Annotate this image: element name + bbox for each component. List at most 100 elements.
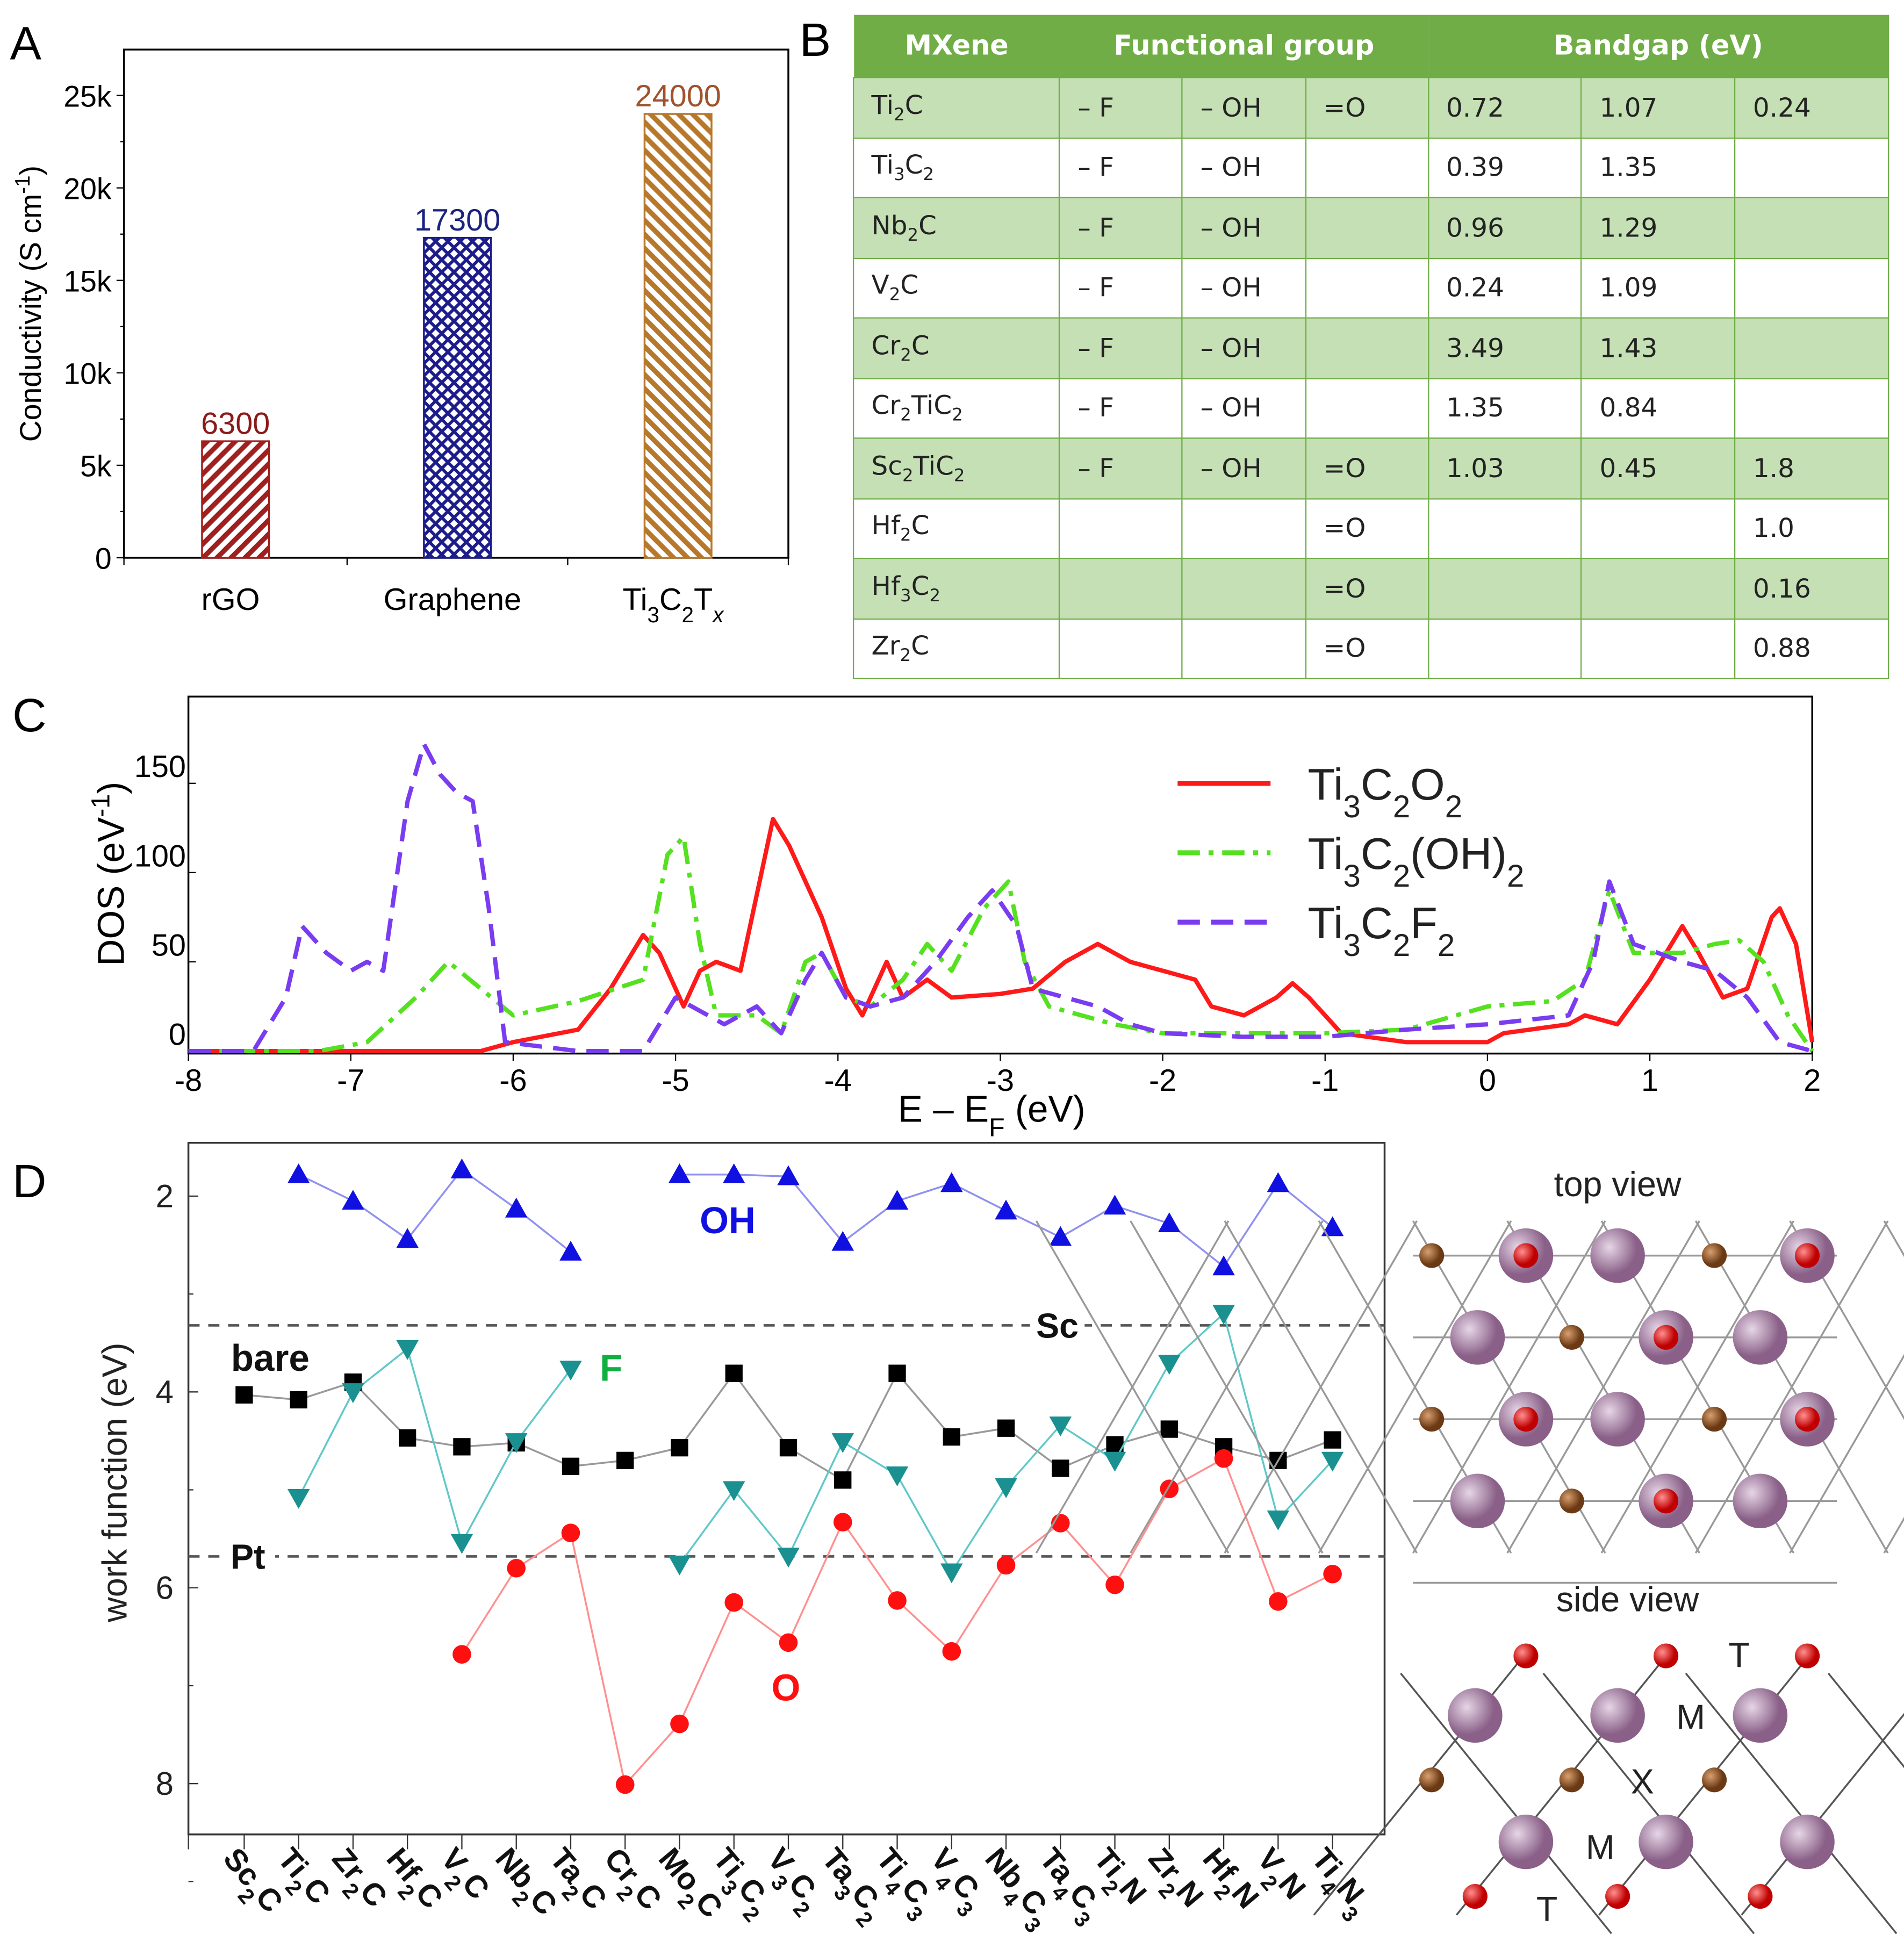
bandgap-cell: 0.24: [1734, 77, 1889, 139]
data-label: 17300: [414, 203, 500, 238]
functional-group-cell: =O: [1305, 557, 1429, 620]
mxene-cell: Hf2C: [852, 498, 1061, 559]
marker-oh: [287, 1163, 310, 1183]
legend-label: Ti3C2(OH)2: [1307, 829, 1524, 893]
marker-oh: [559, 1240, 582, 1261]
marker-oh: [995, 1199, 1017, 1220]
y-tick-label: 6: [156, 1570, 174, 1606]
top-view-lattice: [1035, 1220, 1904, 1584]
bandgap-cell: 1.35: [1427, 377, 1583, 439]
y-tick-label: 0: [169, 1017, 186, 1052]
panel-d-work-function-chart: work function (eV) 2468ScPtSc2CTi2CZr2CH…: [95, 1141, 1386, 1938]
bandgap-cell: 0.45: [1580, 437, 1736, 499]
marker-o: [724, 1593, 744, 1612]
termination-atom: [1462, 1884, 1488, 1909]
table-row: Zr2C =O 0.88: [852, 617, 1889, 680]
panel-label-d: D: [12, 1155, 46, 1207]
bond-line: [1600, 1220, 1795, 1554]
y-tick-label: 20k: [63, 172, 112, 205]
marker-o: [779, 1633, 798, 1652]
marker-oh: [1103, 1195, 1126, 1215]
marker-f: [1103, 1451, 1126, 1472]
marker-oh: [505, 1197, 528, 1218]
marker-f: [886, 1466, 909, 1486]
bandgap-cell: 0.16: [1734, 557, 1889, 620]
marker-o: [1105, 1575, 1124, 1594]
functional-group-cell: – F: [1059, 377, 1183, 439]
marker-oh: [342, 1190, 364, 1210]
marker-oh: [831, 1231, 854, 1251]
carbon-atom: [1419, 1406, 1445, 1432]
termination-atom: [1794, 1243, 1820, 1268]
y-tick-label: 8: [156, 1766, 174, 1802]
bandgap-cell: 1.03: [1427, 437, 1583, 499]
functional-group-cell: – F: [1059, 257, 1183, 319]
legend-label: Ti3C2O2: [1307, 759, 1462, 824]
table-row: Sc2TiC2– F – OH =O 1.03 0.45 1.8: [852, 437, 1889, 499]
y-tick-label: 10k: [63, 357, 112, 391]
mxene-cell: Ti3C2: [852, 136, 1061, 199]
bond-line: [1883, 1220, 1904, 1257]
series-line-oh: [298, 1168, 572, 1253]
bandgap-table: MXene Functional group Bandgap (eV) Ti2C…: [852, 15, 1889, 680]
termination-atom: [1794, 1406, 1820, 1432]
table-row: V2C – F – OH 0.24 1.09: [852, 257, 1889, 319]
bar-graphene: [423, 236, 492, 559]
functional-group-cell: =O: [1305, 617, 1429, 680]
bond-line: [1313, 1654, 1526, 1916]
reference-label-bg: [220, 1534, 276, 1577]
panel-a-bar-chart: Conductivity (S cm-1) 0 5k 10k 15k 20k 25k 630…: [11, 48, 789, 627]
bandgap-cell: [1734, 257, 1889, 319]
header-bandgap: Bandgap (eV): [1428, 15, 1889, 78]
marker-f: [450, 1534, 473, 1554]
metal-label-top: M: [1676, 1698, 1705, 1737]
marker-bare: [943, 1428, 960, 1446]
carbon-atom: [1419, 1767, 1445, 1793]
metal-atom: [1450, 1473, 1505, 1529]
x-tick-label: 2: [1804, 1063, 1821, 1098]
mxene-cell: Cr2TiC2: [852, 377, 1061, 439]
mxene-cell: Zr2C: [852, 617, 1061, 680]
bond-line: [1130, 1220, 1324, 1554]
termination-atom: [1513, 1643, 1539, 1668]
functional-group-cell: =O: [1305, 77, 1429, 139]
marker-bare: [616, 1451, 634, 1470]
marker-oh: [1049, 1226, 1072, 1246]
marker-o: [942, 1642, 961, 1661]
marker-oh: [1158, 1212, 1181, 1233]
carbon-atom: [1701, 1243, 1727, 1268]
bandgap-cell: 0.96: [1427, 197, 1583, 258]
carbon-atom: [1559, 1767, 1584, 1793]
table-header-row: MXene Functional group Bandgap (eV): [853, 15, 1889, 78]
y-tick-label: 0: [95, 542, 112, 576]
y-tick-label: 15k: [63, 265, 112, 298]
bond-line: [1827, 1672, 1904, 1768]
marker-bare: [997, 1419, 1015, 1437]
reference-label: Sc: [1036, 1306, 1079, 1345]
bandgap-cell: [1427, 617, 1583, 680]
bond-line: [1542, 1672, 1755, 1934]
marker-f: [1049, 1416, 1072, 1437]
marker-oh: [1267, 1172, 1290, 1192]
x-tick-label: -2: [1149, 1063, 1176, 1098]
marker-bare: [453, 1438, 471, 1456]
marker-bare: [725, 1364, 743, 1382]
termination-atom: [1654, 1325, 1679, 1350]
table-row: Cr2C – F – OH 3.49 1.43: [852, 317, 1889, 379]
y-tick-label: 100: [134, 839, 186, 873]
series-line-ti3c2f2: [188, 742, 1813, 1054]
series-line-ti3c2o2: [188, 817, 1815, 1054]
mxene-structure-illustration: top view side view T M X M T: [1035, 1165, 1904, 1934]
marker-bare: [235, 1386, 253, 1404]
marker-f: [777, 1548, 800, 1568]
functional-group-cell: – F: [1059, 136, 1183, 199]
marker-bare: [562, 1457, 580, 1475]
functional-group-cell: [1305, 197, 1429, 258]
bandgap-cell: 1.43: [1580, 317, 1736, 379]
panel-c-dos-chart: E – EF (eV) DOS (eV-1) -8 -7 -6 -5 -4 -3 -2 -1 0…: [87, 695, 1821, 1142]
marker-o: [1160, 1479, 1179, 1499]
marker-o: [833, 1513, 852, 1531]
metal-atom: [1733, 1473, 1788, 1529]
y-tick-label: 4: [156, 1374, 174, 1410]
x-tick-label: -7: [337, 1063, 364, 1098]
